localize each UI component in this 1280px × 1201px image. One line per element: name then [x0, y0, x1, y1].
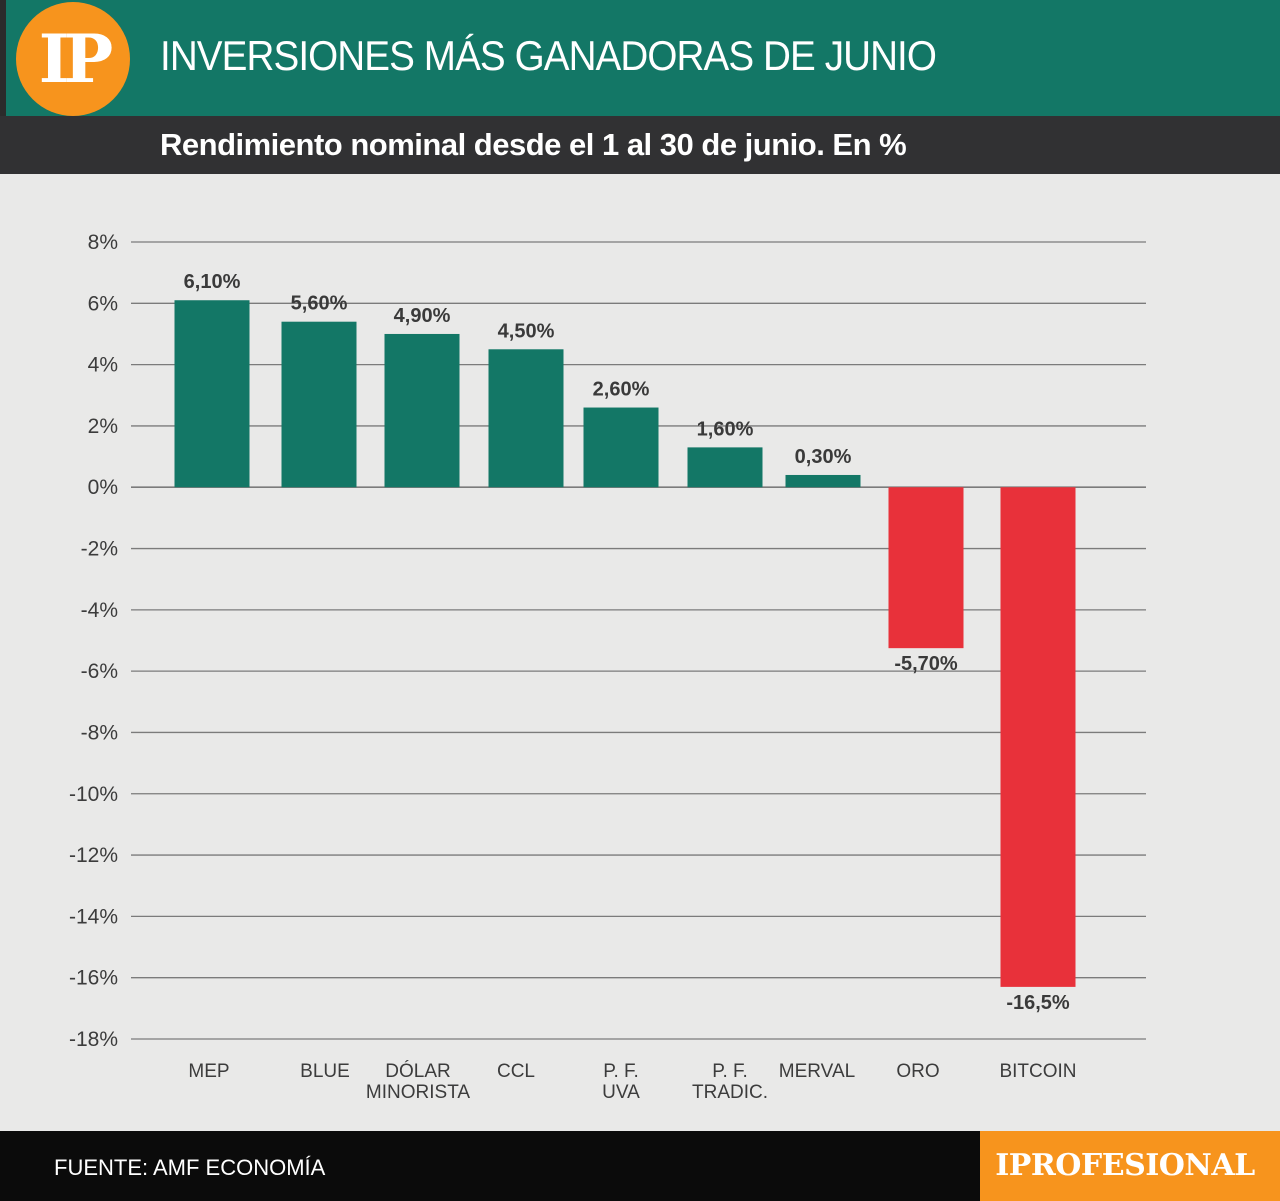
y-tick-label: -2%: [81, 538, 118, 561]
x-category-label: TRADIC.: [692, 1082, 768, 1103]
x-category-label: BITCOIN: [999, 1061, 1076, 1082]
y-tick-label: -4%: [81, 599, 118, 622]
y-tick-label: 6%: [88, 292, 118, 315]
x-category-label: BLUE: [300, 1061, 350, 1082]
bar: [785, 474, 861, 488]
x-category-label: DÓLAR: [385, 1060, 450, 1082]
bar: [1000, 487, 1076, 987]
page-title: INVERSIONES MÁS GANADORAS DE JUNIO: [160, 32, 937, 79]
data-label: 2,60%: [593, 379, 650, 401]
x-category-label: UVA: [602, 1082, 640, 1103]
bar: [488, 349, 564, 488]
subtitle-band: Rendimiento nominal desde el 1 al 30 de …: [0, 116, 1280, 174]
data-label: -16,5%: [1006, 992, 1070, 1014]
y-tick-label: 4%: [88, 354, 118, 377]
data-label: 6,10%: [184, 271, 241, 293]
y-tick-label: -16%: [69, 967, 118, 990]
bar-chart: 8% 6% 4% 2% 0% -2% -4% -6% -8% -10% -12% -14% -16% -1…: [69, 231, 1146, 1103]
y-tick-label: -6%: [81, 660, 118, 683]
x-category-label: P. F.: [603, 1061, 639, 1082]
bar: [174, 300, 250, 488]
data-label: 4,50%: [498, 320, 555, 342]
y-tick-label: 8%: [88, 231, 118, 254]
y-tick-label: -8%: [81, 721, 118, 744]
x-category-label: ORO: [896, 1061, 939, 1082]
x-category-label: CCL: [497, 1061, 535, 1082]
footer-bar: FUENTE: AMF ECONOMÍA IPROFESIONAL: [0, 1131, 1280, 1201]
source-note: FUENTE: AMF ECONOMÍA: [54, 1155, 326, 1180]
x-category-label: P. F.: [712, 1061, 748, 1082]
x-category-label: MINORISTA: [366, 1082, 470, 1103]
brand-logo: IPROFESIONAL: [995, 1148, 1255, 1183]
data-label: 4,90%: [394, 305, 451, 327]
y-tick-label: 0%: [88, 476, 118, 499]
y-tick-label: -14%: [69, 905, 118, 928]
y-tick-label: -10%: [69, 783, 118, 806]
data-label: 1,60%: [697, 418, 754, 440]
brand-box: IPROFESIONAL: [980, 1131, 1280, 1201]
header-left-strip: [0, 0, 6, 174]
x-category-label: MERVAL: [779, 1061, 855, 1082]
header-bar: IP INVERSIONES MÁS GANADORAS DE JUNIO: [0, 0, 1280, 174]
chart-subtitle: Rendimiento nominal desde el 1 al 30 de …: [160, 127, 907, 162]
data-label: 5,60%: [291, 293, 348, 315]
bar: [281, 321, 357, 488]
bar: [583, 407, 659, 488]
data-label: -5,70%: [894, 653, 958, 675]
bar: [384, 333, 460, 488]
y-tick-label: -18%: [69, 1028, 118, 1051]
bar: [888, 487, 964, 649]
logo: IP: [16, 2, 130, 116]
y-tick-label: -12%: [69, 844, 118, 867]
data-label: 0,30%: [795, 446, 852, 468]
bar: [687, 447, 763, 488]
logo-text: IP: [38, 20, 114, 98]
y-tick-label: 2%: [88, 415, 118, 438]
x-category-label: MEP: [188, 1061, 229, 1082]
